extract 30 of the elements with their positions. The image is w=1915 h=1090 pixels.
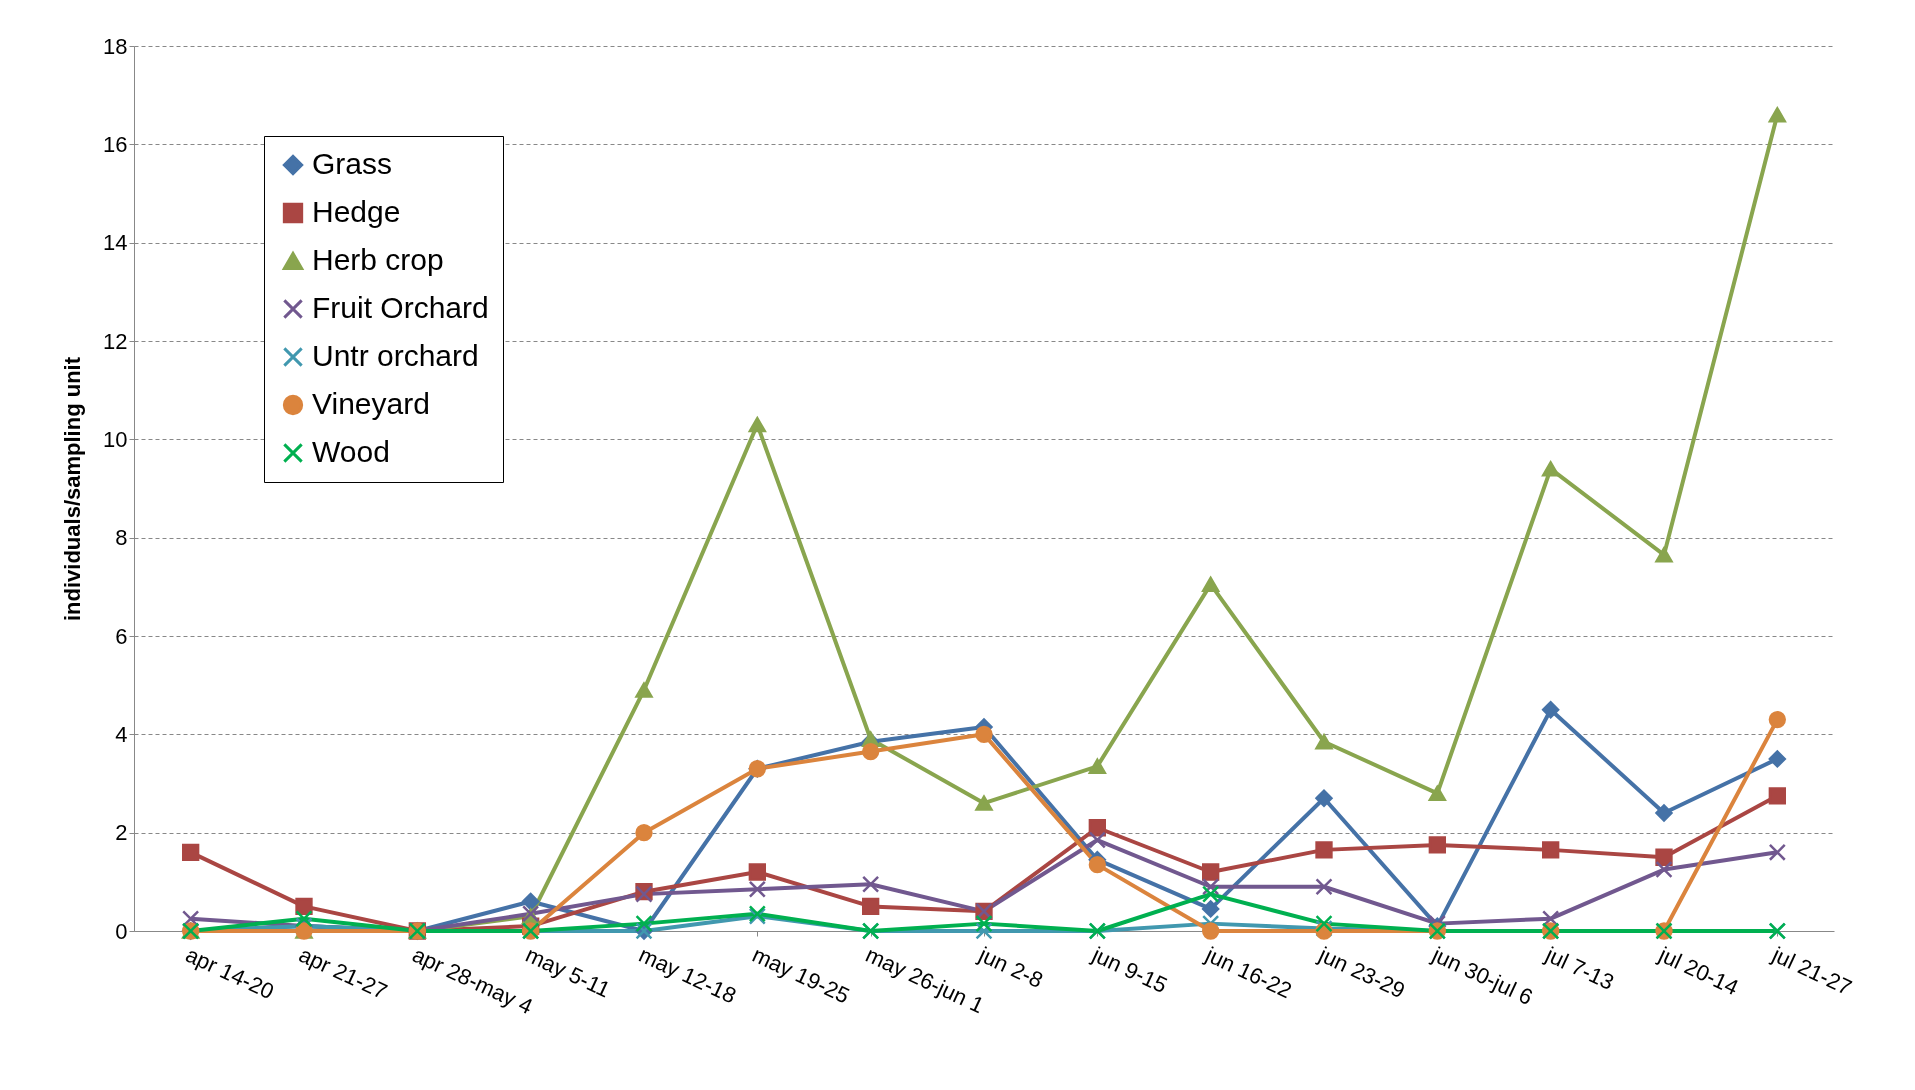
- x-tick-label: jun 30-jul 6: [1427, 941, 1537, 1010]
- y-tick-label: 4: [115, 721, 128, 747]
- legend-label: Hedge: [312, 195, 401, 228]
- x-tick-label: may 19-25: [748, 941, 854, 1009]
- x-tick-label: jul 7-13: [1540, 941, 1618, 995]
- x-tick-label: jun 23-29: [1314, 941, 1409, 1004]
- x-tick-label: jul 20-14: [1654, 941, 1743, 1001]
- x-tick-label: jun 16-22: [1200, 941, 1296, 1004]
- y-tick-label: 6: [115, 623, 128, 649]
- y-tick-label: 16: [103, 131, 128, 157]
- x-tick-label: apr 14-20: [181, 941, 278, 1005]
- legend-label: Untr orchard: [312, 339, 479, 372]
- legend-label: Wood: [312, 435, 390, 468]
- legend-label: Fruit Orchard: [312, 291, 489, 324]
- legend-label: Grass: [312, 147, 393, 180]
- x-tick-label: jul 21-27: [1767, 941, 1856, 1001]
- x-tick-label: may 12-18: [635, 941, 740, 1009]
- y-axis-title: individuals/sampling unit: [60, 356, 86, 622]
- y-tick-label: 10: [103, 426, 128, 452]
- y-tick-label: 8: [115, 525, 128, 551]
- y-tick-label: 14: [103, 230, 128, 256]
- y-tick-label: 0: [115, 918, 128, 944]
- y-tick-label: 12: [103, 328, 128, 354]
- x-tick-label: apr 21-27: [295, 941, 392, 1005]
- x-tick-label: jun 2-8: [974, 941, 1047, 993]
- y-tick-label: 18: [103, 33, 128, 59]
- x-tick-label: jun 9-15: [1087, 941, 1172, 999]
- y-tick-label: 2: [115, 820, 128, 846]
- legend-label: Herb crop: [312, 243, 444, 276]
- legend-label: Vineyard: [312, 387, 430, 420]
